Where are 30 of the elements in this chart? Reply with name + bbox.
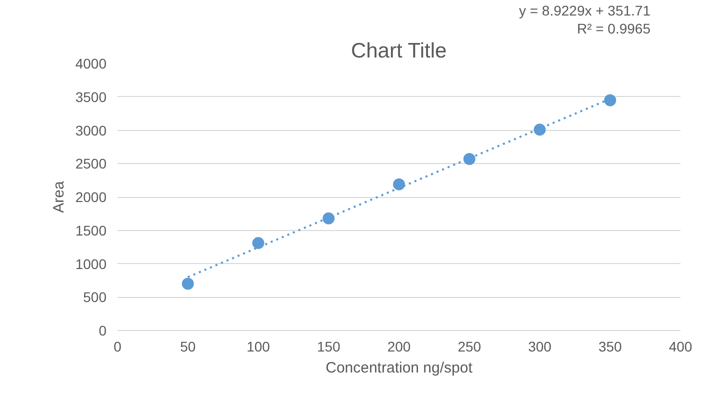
y-tick-label: 2500 [75,156,107,172]
x-axis-title: Concentration ng/spot [326,360,474,376]
point [322,212,335,224]
y-axis-title: Area [50,180,68,213]
text: y = 8.9229x + 351.71 [518,2,651,18]
point [534,124,546,136]
y-tick-label: 2000 [75,189,107,205]
x-tick-label: 200 [387,338,411,354]
x-tick-label: 350 [598,338,622,354]
x-tick-label: 300 [528,338,552,354]
x-tick-label: 250 [458,338,482,354]
x-tick-label: 50 [180,338,196,354]
y-tick-label: 1000 [75,256,107,272]
point [393,178,405,190]
text: R² = 0.9965 [576,20,651,36]
y-tick-label: 1500 [75,222,107,238]
chart-title: Chart Title [350,40,447,62]
y-tick-label: 500 [83,289,107,306]
x-tick-label: 0 [114,338,122,354]
point [604,94,616,106]
x-tick-label: 100 [246,338,270,354]
point [463,152,476,165]
y-tick-label: 3000 [75,122,107,138]
y-tick-label: 4000 [75,56,107,72]
y-tick-label: 3500 [75,88,107,105]
x-tick-label: 150 [316,338,341,354]
y-tick-label: 0 [98,322,107,338]
point [182,278,194,290]
x-tick-label: 400 [668,338,692,354]
point [252,237,264,250]
